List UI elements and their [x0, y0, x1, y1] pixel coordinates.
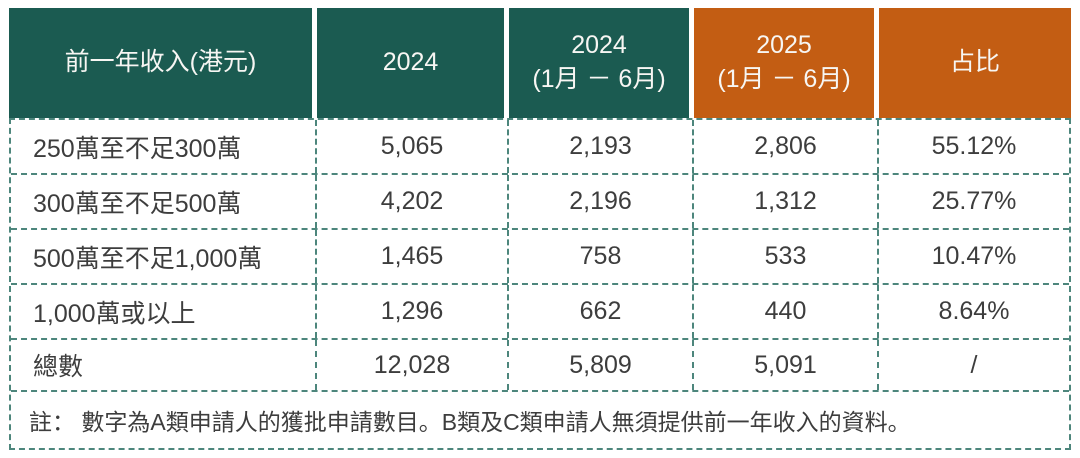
value-2025-h1: 2,806 [694, 120, 879, 173]
header-cell-2025-jan-jun: 2025 (1月 － 6月) [694, 8, 879, 118]
header-label: 2025 [756, 31, 812, 60]
value-2024-h1: 2,193 [509, 120, 694, 173]
header-label-line2: (1月 － 6月) [532, 65, 666, 93]
header-label: 占比 [949, 48, 1000, 77]
table-row: 250萬至不足300萬 5,065 2,193 2,806 55.12% [11, 120, 1069, 175]
income-range-label: 300萬至不足500萬 [11, 175, 317, 228]
value-share: 8.64% [938, 297, 1010, 325]
income-range-label: 1,000萬或以上 [11, 285, 317, 338]
income-table: 前一年收入(港元) 2024 2024 (1月 － 6月) 2025 (1月 －… [9, 8, 1071, 450]
table-row: 500萬至不足1,000萬 1,465 758 533 10.47% [11, 230, 1069, 285]
total-2024-h1: 5,809 [509, 340, 694, 390]
header-cell-share: 占比 [879, 8, 1071, 118]
income-range-label: 500萬至不足1,000萬 [11, 230, 317, 283]
table-header-row: 前一年收入(港元) 2024 2024 (1月 － 6月) 2025 (1月 －… [9, 8, 1071, 118]
header-cell-2024: 2024 [317, 8, 509, 118]
value-2024: 5,065 [317, 120, 509, 173]
table-row: 300萬至不足500萬 4,202 2,196 1,312 25.77% [11, 175, 1069, 230]
value-2024: 1,465 [317, 230, 509, 283]
table-row: 1,000萬或以上 1,296 662 440 8.64% [11, 285, 1069, 340]
footnote: 註： 數字為A類申請人的獲批申請數目。B類及C類申請人無須提供前一年收入的資料。 [29, 409, 911, 435]
header-label-line2: (1月 － 6月) [717, 65, 851, 93]
header-label: 2024 [382, 48, 439, 77]
value-share: 10.47% [931, 242, 1017, 270]
total-share: / [970, 350, 978, 379]
total-2025-h1: 5,091 [694, 340, 879, 390]
value-2024-h1: 2,196 [509, 175, 694, 228]
total-2024: 12,028 [317, 340, 509, 390]
value-2025-h1: 1,312 [694, 175, 879, 228]
value-2025-h1: 533 [694, 230, 879, 283]
value-2024: 4,202 [317, 175, 509, 228]
value-share: 55.12% [931, 132, 1017, 160]
total-label: 總數 [11, 340, 317, 390]
table-body: 250萬至不足300萬 5,065 2,193 2,806 55.12% 300… [9, 118, 1071, 450]
income-range-label: 250萬至不足300萬 [11, 120, 317, 173]
header-label: 2024 [571, 31, 627, 60]
header-label: 前一年收入(港元) [64, 48, 257, 77]
value-share: 25.77% [931, 187, 1017, 215]
header-cell-income: 前一年收入(港元) [9, 8, 317, 118]
header-cell-2024-jan-jun: 2024 (1月 － 6月) [509, 8, 694, 118]
value-2024-h1: 758 [509, 230, 694, 283]
value-2024: 1,296 [317, 285, 509, 338]
value-2024-h1: 662 [509, 285, 694, 338]
table-row-total: 總數 12,028 5,809 5,091 / [11, 340, 1069, 392]
value-2025-h1: 440 [694, 285, 879, 338]
